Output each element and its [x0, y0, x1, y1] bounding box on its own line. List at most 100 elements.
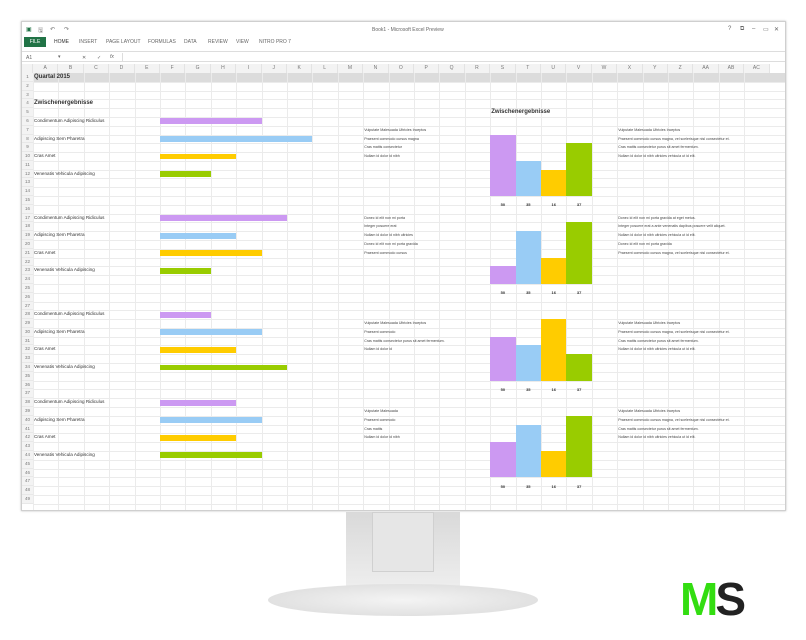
row-header[interactable]: 44 — [22, 450, 33, 460]
cancel-icon[interactable]: ✕ — [82, 55, 87, 61]
help-icon[interactable]: ? — [728, 26, 732, 32]
cell-text[interactable]: Integer posuere erat — [364, 224, 397, 229]
row-header[interactable]: 22 — [22, 257, 33, 267]
column-header[interactable]: Q — [439, 64, 465, 73]
row-header[interactable]: 36 — [22, 380, 33, 390]
row-header[interactable]: 10 — [22, 152, 33, 161]
column-header[interactable]: R — [464, 64, 491, 73]
row-header[interactable]: 29 — [22, 319, 33, 328]
row-header[interactable]: 2 — [22, 81, 33, 91]
column-header[interactable]: I — [236, 64, 262, 73]
row-header[interactable]: 21 — [22, 248, 33, 258]
cell-text[interactable]: Adipiscing Sem Pharetra — [34, 232, 85, 238]
cell-text[interactable]: Zwischenergebnisse — [34, 100, 94, 107]
row-header[interactable]: 27 — [22, 301, 33, 311]
cell-text[interactable]: Donec id elit non mi porta gravida at eg… — [618, 215, 696, 220]
cell-text[interactable]: Cras mattis consectetur purus sit amet f… — [618, 145, 699, 150]
tab-page-layout[interactable]: PAGE LAYOUT — [106, 39, 141, 45]
cell-text[interactable]: Integer posuere erat a ante venenatis da… — [618, 224, 726, 229]
tab-formulas[interactable]: FORMULAS — [148, 39, 176, 45]
cell-text[interactable]: Cras Amet — [34, 346, 56, 352]
row-header[interactable]: 11 — [22, 160, 33, 170]
row-header[interactable]: 45 — [22, 459, 33, 469]
cell-text[interactable]: Nullam id dolor id nibh ultricies vehicu… — [618, 347, 696, 352]
row-header[interactable]: 31 — [22, 336, 33, 346]
row-header[interactable]: 18 — [22, 222, 33, 232]
row-header[interactable]: 5 — [22, 108, 33, 117]
cell-text[interactable]: Praesent commodo cursus magna — [364, 136, 419, 141]
column-header[interactable]: M — [337, 64, 364, 73]
undo-icon[interactable]: ↶ — [50, 27, 56, 33]
select-all[interactable] — [22, 64, 33, 73]
enter-icon[interactable]: ✓ — [97, 55, 102, 61]
cell-text[interactable]: Praesent commodo cursus magna, vel scele… — [618, 250, 730, 255]
cell-text[interactable]: Vulputate Malesuada Ultricies Inceptos — [364, 321, 427, 326]
column-header[interactable]: AB — [718, 64, 745, 73]
column-header[interactable]: D — [109, 64, 135, 73]
cell-text[interactable]: Zwischenergebnisse — [491, 109, 551, 116]
row-header[interactable]: 3 — [22, 90, 33, 100]
row-header[interactable]: 30 — [22, 327, 33, 337]
row-header[interactable]: 47 — [22, 477, 33, 487]
row-header[interactable]: 19 — [22, 231, 33, 240]
cell-text[interactable]: Cras Amet — [34, 249, 56, 255]
column-header[interactable]: O — [388, 64, 414, 73]
column-header[interactable]: L — [312, 64, 338, 73]
row-header[interactable]: 25 — [22, 283, 33, 293]
cell-text[interactable]: Adipiscing Sem Pharetra — [34, 328, 85, 334]
row-header[interactable]: 14 — [22, 187, 33, 197]
row-header[interactable]: 13 — [22, 178, 33, 188]
cell-text[interactable]: Quartal 2015 — [34, 74, 71, 80]
cell-text[interactable]: Venenatis Vehicula Adipiscing — [34, 267, 95, 273]
tab-insert[interactable]: INSERT — [79, 39, 98, 45]
cell-text[interactable]: Nullam id dolor id nibh ultricies — [364, 233, 413, 238]
column-header[interactable]: H — [210, 64, 237, 73]
row-header[interactable]: 15 — [22, 196, 33, 205]
column-header[interactable]: X — [617, 64, 643, 73]
row-header[interactable]: 4 — [22, 99, 33, 109]
tab-file[interactable]: FILE — [24, 37, 46, 47]
row-header[interactable]: 37 — [22, 389, 33, 399]
cell-text[interactable]: Vulputate Malesuada — [364, 409, 398, 414]
cell-text[interactable]: Nullam id dolor id nibh — [364, 154, 400, 159]
restore-icon[interactable]: ▭ — [763, 27, 769, 33]
column-header[interactable]: T — [515, 64, 541, 73]
row-header[interactable]: 40 — [22, 415, 33, 425]
row-header[interactable]: 23 — [22, 266, 33, 276]
row-header[interactable]: 33 — [22, 354, 33, 364]
row-header[interactable]: 1 — [22, 73, 33, 82]
row-header[interactable]: 38 — [22, 398, 33, 407]
column-header[interactable]: P — [414, 64, 440, 73]
cell-text[interactable]: Cras mattis — [364, 426, 383, 431]
row-header[interactable]: 16 — [22, 204, 33, 214]
column-header[interactable]: K — [287, 64, 313, 73]
column-header[interactable]: N — [363, 64, 389, 73]
cell-text[interactable]: Adipiscing Sem Pharetra — [34, 135, 85, 141]
column-header[interactable]: G — [185, 64, 211, 73]
cell-text[interactable]: Vulputate Malesuada Ultricies Inceptos — [618, 409, 681, 414]
worksheet-grid[interactable]: A B C D E F G H I J K L M N O P Q R S T U V W X Y Z AA AB AC 1 2 3 4 5 6 7 8… — [22, 64, 785, 510]
cell-text[interactable]: Praesent commodo — [364, 329, 396, 334]
cell-text[interactable]: Cras mattis consectetur purus sit amet f… — [364, 338, 445, 343]
tab-view[interactable]: VIEW — [236, 39, 249, 45]
row-header[interactable]: 34 — [22, 363, 33, 372]
cell-text[interactable]: Vulputate Malesuada Ultricies Inceptos — [618, 127, 681, 132]
column-header[interactable]: Y — [642, 64, 668, 73]
tab-data[interactable]: DATA — [184, 39, 197, 45]
cell-text[interactable]: Condimentum Adipiscing Ridiculus — [34, 311, 105, 317]
cell-text[interactable]: Cras Amet — [34, 434, 56, 440]
cell-text[interactable]: Condimentum Adipiscing Ridiculus — [34, 399, 105, 405]
fx-icon[interactable]: fx — [110, 54, 114, 60]
cell-text[interactable]: Vulputate Malesuada Ultricies Inceptos — [618, 321, 681, 326]
row-header[interactable]: 35 — [22, 371, 33, 381]
minimize-icon[interactable]: – — [752, 26, 756, 32]
ribbon-display-icon[interactable]: ⧉ — [740, 26, 745, 32]
row-header[interactable]: 8 — [22, 134, 33, 144]
column-header[interactable]: F — [160, 64, 186, 73]
cell-text[interactable]: Praesent commodo cursus magna, vel scele… — [618, 136, 730, 141]
row-header[interactable]: 49 — [22, 494, 33, 504]
row-header[interactable]: 24 — [22, 275, 33, 284]
row-header[interactable]: 9 — [22, 143, 33, 153]
cell-text[interactable]: Cras mattis consectetur purus sit amet f… — [618, 338, 699, 343]
row-header[interactable]: 26 — [22, 292, 33, 302]
